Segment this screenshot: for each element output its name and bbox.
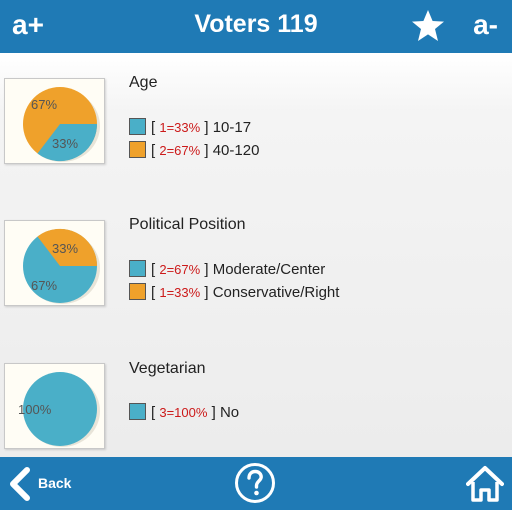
answer-code: 2=67% <box>159 143 201 158</box>
page-title: Voters 119 <box>194 10 318 38</box>
star-icon[interactable] <box>410 8 446 44</box>
color-swatch <box>129 403 146 420</box>
pie-chart: 33% 67% <box>23 228 100 304</box>
pie-slice-33 <box>37 124 98 162</box>
pie-slice-33 <box>37 228 98 266</box>
legend-row: [ 3=100% ] No <box>129 402 239 424</box>
bottom-bar: Back <box>0 457 512 510</box>
question-item-vegetarian[interactable]: 100% Vegetarian [ 3=100% ] No <box>0 356 512 476</box>
slice-label: 100% <box>18 402 52 417</box>
back-arrow-icon <box>10 467 30 501</box>
top-bar: a+ Voters 119 a- <box>0 0 512 53</box>
question-item-political-position[interactable]: 33% 67% Political Position [ 2=67% ] Mod… <box>0 213 512 333</box>
answer-text: Moderate/Center <box>212 261 326 278</box>
answer-text: 40-120 <box>212 142 260 159</box>
answer-code: 3=100% <box>159 405 208 420</box>
color-swatch <box>129 118 146 135</box>
pie-chart-thumbnail[interactable]: 33% 67% <box>4 220 105 306</box>
pie-chart-thumbnail[interactable]: 67% 33% <box>4 78 105 164</box>
pie-chart: 67% 33% <box>23 87 100 162</box>
pie-chart-thumbnail[interactable]: 100% <box>4 363 105 449</box>
decrease-font-button[interactable]: a- <box>473 9 498 40</box>
legend-row: [ 1=33% ] 10-17 <box>129 117 251 139</box>
help-icon[interactable] <box>234 462 276 504</box>
legend-row: [ 1=33% ] Conservative/Right <box>129 282 339 304</box>
answer-code: 1=33% <box>159 120 201 135</box>
answer-code: 1=33% <box>159 285 201 300</box>
slice-label: 33% <box>52 136 78 151</box>
back-label: Back <box>38 475 72 491</box>
pie-chart: 100% <box>18 372 100 447</box>
question-item-age[interactable]: 67% 33% Age [ 1=33% ] 10-17 [ 2=67% ] 40… <box>0 71 512 191</box>
answer-text: Conservative/Right <box>212 284 340 301</box>
question-title: Political Position <box>129 216 246 233</box>
question-title: Vegetarian <box>129 360 206 377</box>
legend-row: [ 2=67% ] Moderate/Center <box>129 259 325 281</box>
color-swatch <box>129 283 146 300</box>
slice-label: 67% <box>31 97 57 112</box>
results-list: 67% 33% Age [ 1=33% ] 10-17 [ 2=67% ] 40… <box>0 53 512 457</box>
color-swatch <box>129 260 146 277</box>
slice-label: 33% <box>52 241 78 256</box>
home-icon[interactable] <box>466 465 504 503</box>
answer-code: 2=67% <box>159 262 201 277</box>
answer-text: No <box>219 404 240 421</box>
answer-text: 10-17 <box>212 119 252 136</box>
pie-slice-100 <box>23 372 97 446</box>
slice-label: 67% <box>31 278 57 293</box>
question-title: Age <box>129 74 158 91</box>
increase-font-button[interactable]: a+ <box>12 9 44 40</box>
color-swatch <box>129 141 146 158</box>
legend-row: [ 2=67% ] 40-120 <box>129 140 259 162</box>
